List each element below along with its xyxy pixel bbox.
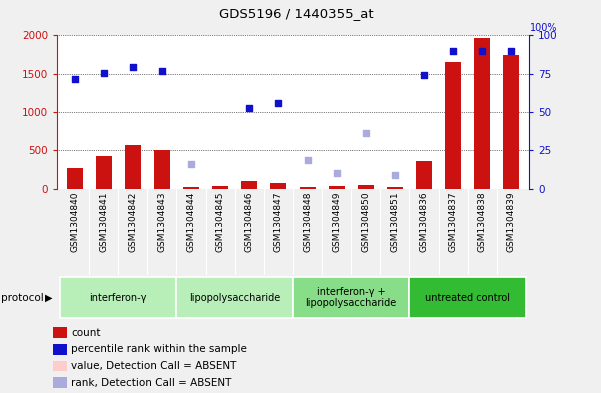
Text: GSM1304836: GSM1304836	[419, 191, 429, 252]
Bar	[416, 161, 432, 189]
Bar	[329, 186, 345, 189]
Bar	[53, 344, 67, 354]
Point	[99, 70, 109, 76]
Text: GSM1304846: GSM1304846	[245, 191, 254, 252]
Text: ▶: ▶	[45, 293, 52, 303]
Point	[303, 156, 313, 163]
Bar	[387, 187, 403, 189]
Bar	[125, 145, 141, 189]
Point	[273, 100, 283, 106]
Point	[186, 161, 196, 167]
Text: interferon-γ: interferon-γ	[90, 293, 147, 303]
Text: GSM1304851: GSM1304851	[391, 191, 400, 252]
Bar	[67, 168, 82, 189]
Text: GSM1304850: GSM1304850	[361, 191, 370, 252]
Text: untreated control: untreated control	[426, 293, 510, 303]
Text: GSM1304844: GSM1304844	[186, 191, 195, 252]
Bar	[270, 183, 287, 189]
Bar	[212, 185, 228, 189]
Bar	[504, 55, 519, 189]
Text: GSM1304838: GSM1304838	[478, 191, 487, 252]
Point	[477, 48, 487, 54]
Text: GSM1304841: GSM1304841	[99, 191, 108, 252]
Bar	[358, 185, 374, 189]
Text: count: count	[71, 328, 100, 338]
Bar	[183, 187, 199, 189]
Text: GSM1304847: GSM1304847	[274, 191, 283, 252]
Point	[332, 169, 341, 176]
Point	[157, 68, 166, 74]
Text: GSM1304848: GSM1304848	[303, 191, 312, 252]
Bar	[445, 62, 461, 189]
Bar	[60, 277, 177, 318]
Bar	[293, 277, 409, 318]
Text: value, Detection Call = ABSENT: value, Detection Call = ABSENT	[71, 361, 237, 371]
Point	[245, 105, 254, 111]
Text: protocol: protocol	[1, 293, 44, 303]
Text: GSM1304849: GSM1304849	[332, 191, 341, 252]
Bar	[53, 361, 67, 371]
Text: interferon-γ +
lipopolysaccharide: interferon-γ + lipopolysaccharide	[305, 287, 397, 309]
Text: GSM1304839: GSM1304839	[507, 191, 516, 252]
Bar	[154, 150, 170, 189]
Point	[390, 172, 400, 178]
Text: GSM1304845: GSM1304845	[216, 191, 225, 252]
Bar	[53, 327, 67, 338]
Text: percentile rank within the sample: percentile rank within the sample	[71, 344, 247, 354]
Bar	[177, 277, 293, 318]
Text: GSM1304843: GSM1304843	[157, 191, 166, 252]
Text: 100%: 100%	[529, 24, 557, 33]
Text: GSM1304837: GSM1304837	[449, 191, 457, 252]
Text: GSM1304842: GSM1304842	[129, 191, 137, 252]
Bar	[409, 277, 526, 318]
Bar	[299, 187, 316, 189]
Text: lipopolysaccharide: lipopolysaccharide	[189, 293, 281, 303]
Text: GSM1304840: GSM1304840	[70, 191, 79, 252]
Bar	[53, 377, 67, 388]
Point	[448, 48, 458, 55]
Point	[419, 72, 429, 78]
Text: GDS5196 / 1440355_at: GDS5196 / 1440355_at	[219, 7, 373, 20]
Point	[507, 48, 516, 55]
Point	[70, 76, 79, 82]
Text: rank, Detection Call = ABSENT: rank, Detection Call = ABSENT	[71, 378, 231, 387]
Point	[361, 130, 371, 137]
Point	[128, 64, 138, 70]
Bar	[96, 156, 112, 189]
Bar	[241, 181, 257, 189]
Bar	[474, 39, 490, 189]
